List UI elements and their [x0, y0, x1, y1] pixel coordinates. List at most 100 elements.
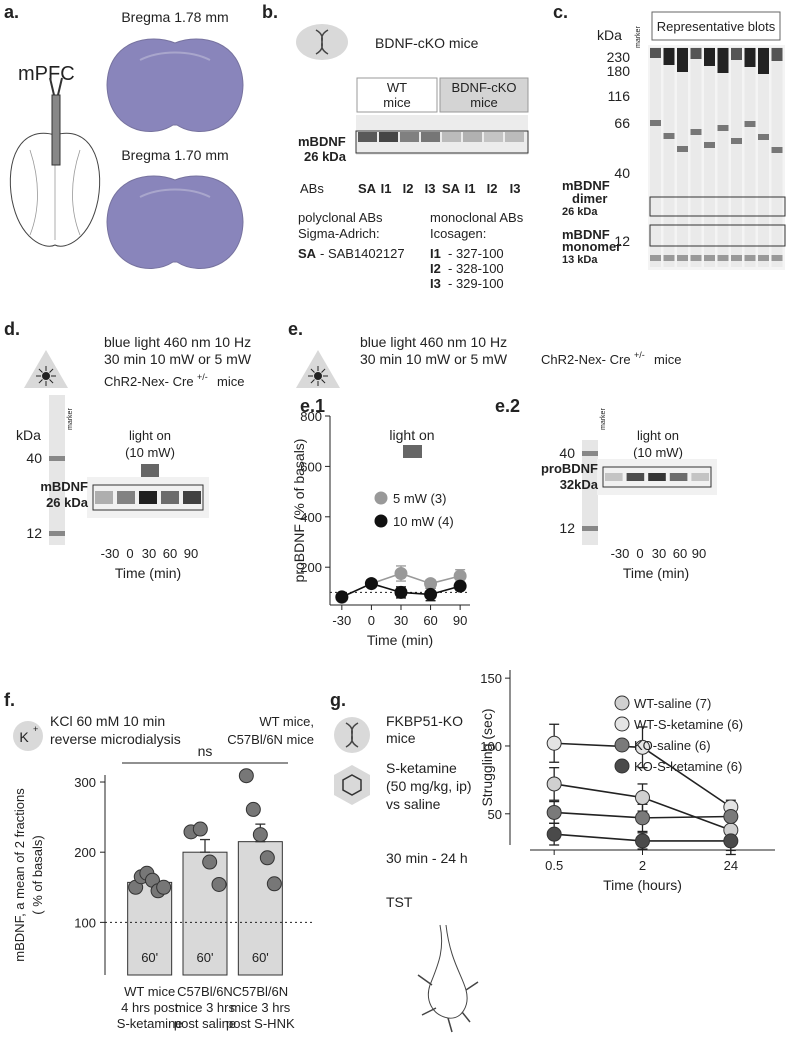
y-tick-label: 600: [300, 459, 322, 474]
icon-sup: +: [33, 724, 38, 734]
ladder-label: 12: [559, 520, 575, 536]
light-label: light on: [129, 428, 171, 443]
antibody-code: I2: [430, 261, 441, 276]
ladder-label: 40: [614, 165, 630, 181]
stim-label: 30 min 10 mW or 5 mW: [104, 351, 252, 367]
bar: [237, 841, 283, 976]
data-point: [156, 879, 172, 895]
x-tick-label: post S-HNK: [226, 1016, 295, 1031]
band-label: 26 kDa: [562, 206, 598, 218]
x-tick-label: 4 hrs post: [121, 1000, 178, 1015]
legend-label: WT-S-ketamine (6): [634, 717, 743, 732]
x-tick-label: mice 3 hrs: [230, 1000, 290, 1015]
probe-tube: [49, 77, 55, 96]
panel-label: c.: [553, 2, 568, 22]
significance-label: ns: [198, 743, 213, 759]
panel-label: e.: [288, 319, 303, 339]
genotype-sup: +/-: [634, 350, 645, 360]
blot-band: [731, 48, 742, 60]
antibody-id: - 328-100: [448, 261, 504, 276]
y-tick-label: 200: [74, 845, 96, 860]
data-point: [546, 735, 562, 751]
blot-band: [758, 134, 769, 140]
data-point: [635, 833, 650, 849]
blot-lane: [771, 47, 783, 267]
region-label: mPFC: [18, 63, 75, 85]
x-tick-label: -30: [332, 613, 351, 628]
y-tick-label: 400: [300, 510, 322, 525]
time-label: 0: [126, 546, 133, 561]
ion-icon: [13, 721, 43, 751]
y-tick-label: 800: [300, 409, 322, 424]
blot-lane: [731, 47, 742, 267]
axis-label: mBDNF, a mean of 2 fractions: [12, 788, 27, 962]
benzene-ring: [342, 774, 362, 796]
blot-band: [463, 132, 482, 142]
mice-label: ChR2-Nex- Cre: [541, 352, 631, 367]
legend-swatch: [614, 695, 630, 711]
legend-swatch: [614, 758, 630, 774]
blot-band: [717, 255, 729, 261]
ladder-band: [49, 531, 65, 536]
time-label: 30: [652, 546, 666, 561]
band-label: mBDNF: [562, 227, 610, 242]
blot-band: [677, 255, 688, 261]
time-label: 90: [184, 546, 198, 561]
bar: [127, 881, 173, 976]
brain-slice: [106, 38, 244, 132]
ladder-band: [582, 451, 598, 456]
slice-detail: [139, 51, 211, 61]
light-ray: [49, 368, 54, 373]
group-box: [439, 77, 529, 113]
light-ray: [38, 379, 43, 384]
data-point: [635, 790, 650, 806]
section-label: Bregma 1.70 mm: [121, 147, 228, 163]
mouse-limbs: [417, 974, 479, 1033]
data-point: [424, 577, 438, 591]
mouse-drawing: [427, 924, 468, 1019]
blot-band: [95, 491, 113, 504]
x-tick-label: 0.5: [545, 858, 563, 873]
blot-band: [690, 48, 702, 59]
data-point: [394, 585, 408, 599]
antibody-label: I3: [425, 181, 436, 196]
legend-swatch: [374, 491, 388, 505]
band-label: proBDNF: [541, 461, 598, 476]
blot-lane: [717, 47, 729, 267]
drug-label: (50 mg/kg, ip): [386, 778, 472, 794]
blot-band: [771, 255, 783, 261]
blot-band: [758, 255, 769, 261]
stim-label: blue light 460 nm 10 Hz: [360, 334, 507, 350]
data-point: [635, 739, 650, 755]
time-label: 60: [673, 546, 687, 561]
data-point: [723, 809, 739, 825]
legend-swatch: [614, 716, 630, 732]
ladder-band: [582, 526, 598, 531]
drug-label: vs saline: [386, 796, 441, 812]
blot-band: [731, 255, 742, 261]
blot-band: [677, 48, 688, 72]
y-tick-label: 200: [300, 560, 322, 575]
y-tick-label: 300: [74, 775, 96, 790]
blot-band: [663, 48, 675, 65]
brain-outline: [9, 132, 101, 247]
data-point: [335, 590, 349, 604]
note: Sigma-Adrich:: [298, 226, 380, 241]
ladder-lane: [582, 440, 598, 545]
panel-label: f.: [4, 690, 15, 710]
mice-label: mice: [217, 374, 244, 389]
marker-label: marker: [635, 26, 642, 48]
panel-label: e.2: [495, 396, 520, 416]
group-box: [356, 77, 438, 113]
antibody-label: I1: [381, 181, 392, 196]
panel-title: Representative blots: [657, 19, 776, 34]
stim-label: 30 min 10 mW or 5 mW: [360, 351, 508, 367]
note: monoclonal ABs: [430, 210, 524, 225]
x-tick-label: 60: [423, 613, 437, 628]
mice-label: mice: [386, 730, 416, 746]
monomer-box: [649, 224, 786, 247]
band-box: [355, 130, 529, 154]
x-tick-label: 0: [368, 613, 375, 628]
ladder-band: [49, 456, 65, 461]
mice-label: mice: [654, 352, 681, 367]
